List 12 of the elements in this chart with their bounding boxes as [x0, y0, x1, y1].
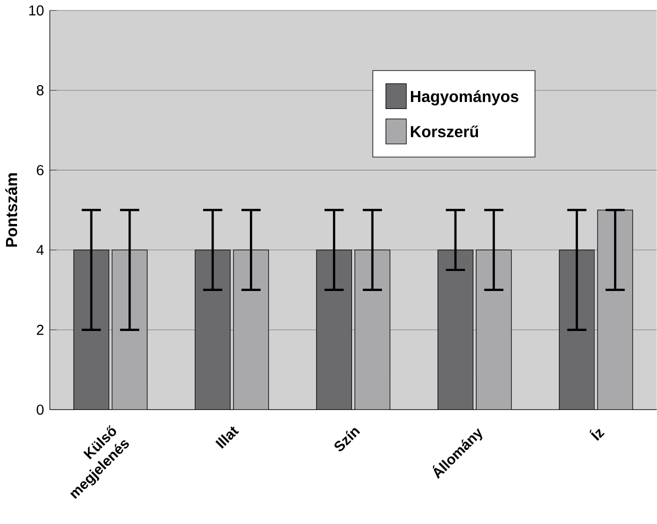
- y-tick-label: 2: [36, 324, 44, 335]
- legend-label: Korszerű: [410, 126, 478, 138]
- y-tick-label: 10: [29, 5, 44, 16]
- y-tick-label: 4: [36, 245, 44, 255]
- y-tick-label: 8: [36, 85, 44, 96]
- x-tick-label: Íz: [590, 428, 605, 441]
- legend-label: Hagyományos: [410, 90, 518, 106]
- y-tick-label: 0: [36, 404, 44, 415]
- y-axis-title: Pontszám: [5, 173, 18, 247]
- x-tick-label: Illat: [215, 426, 240, 449]
- y-tick-label: 6: [36, 165, 44, 176]
- x-tick-label: Szín: [334, 428, 360, 452]
